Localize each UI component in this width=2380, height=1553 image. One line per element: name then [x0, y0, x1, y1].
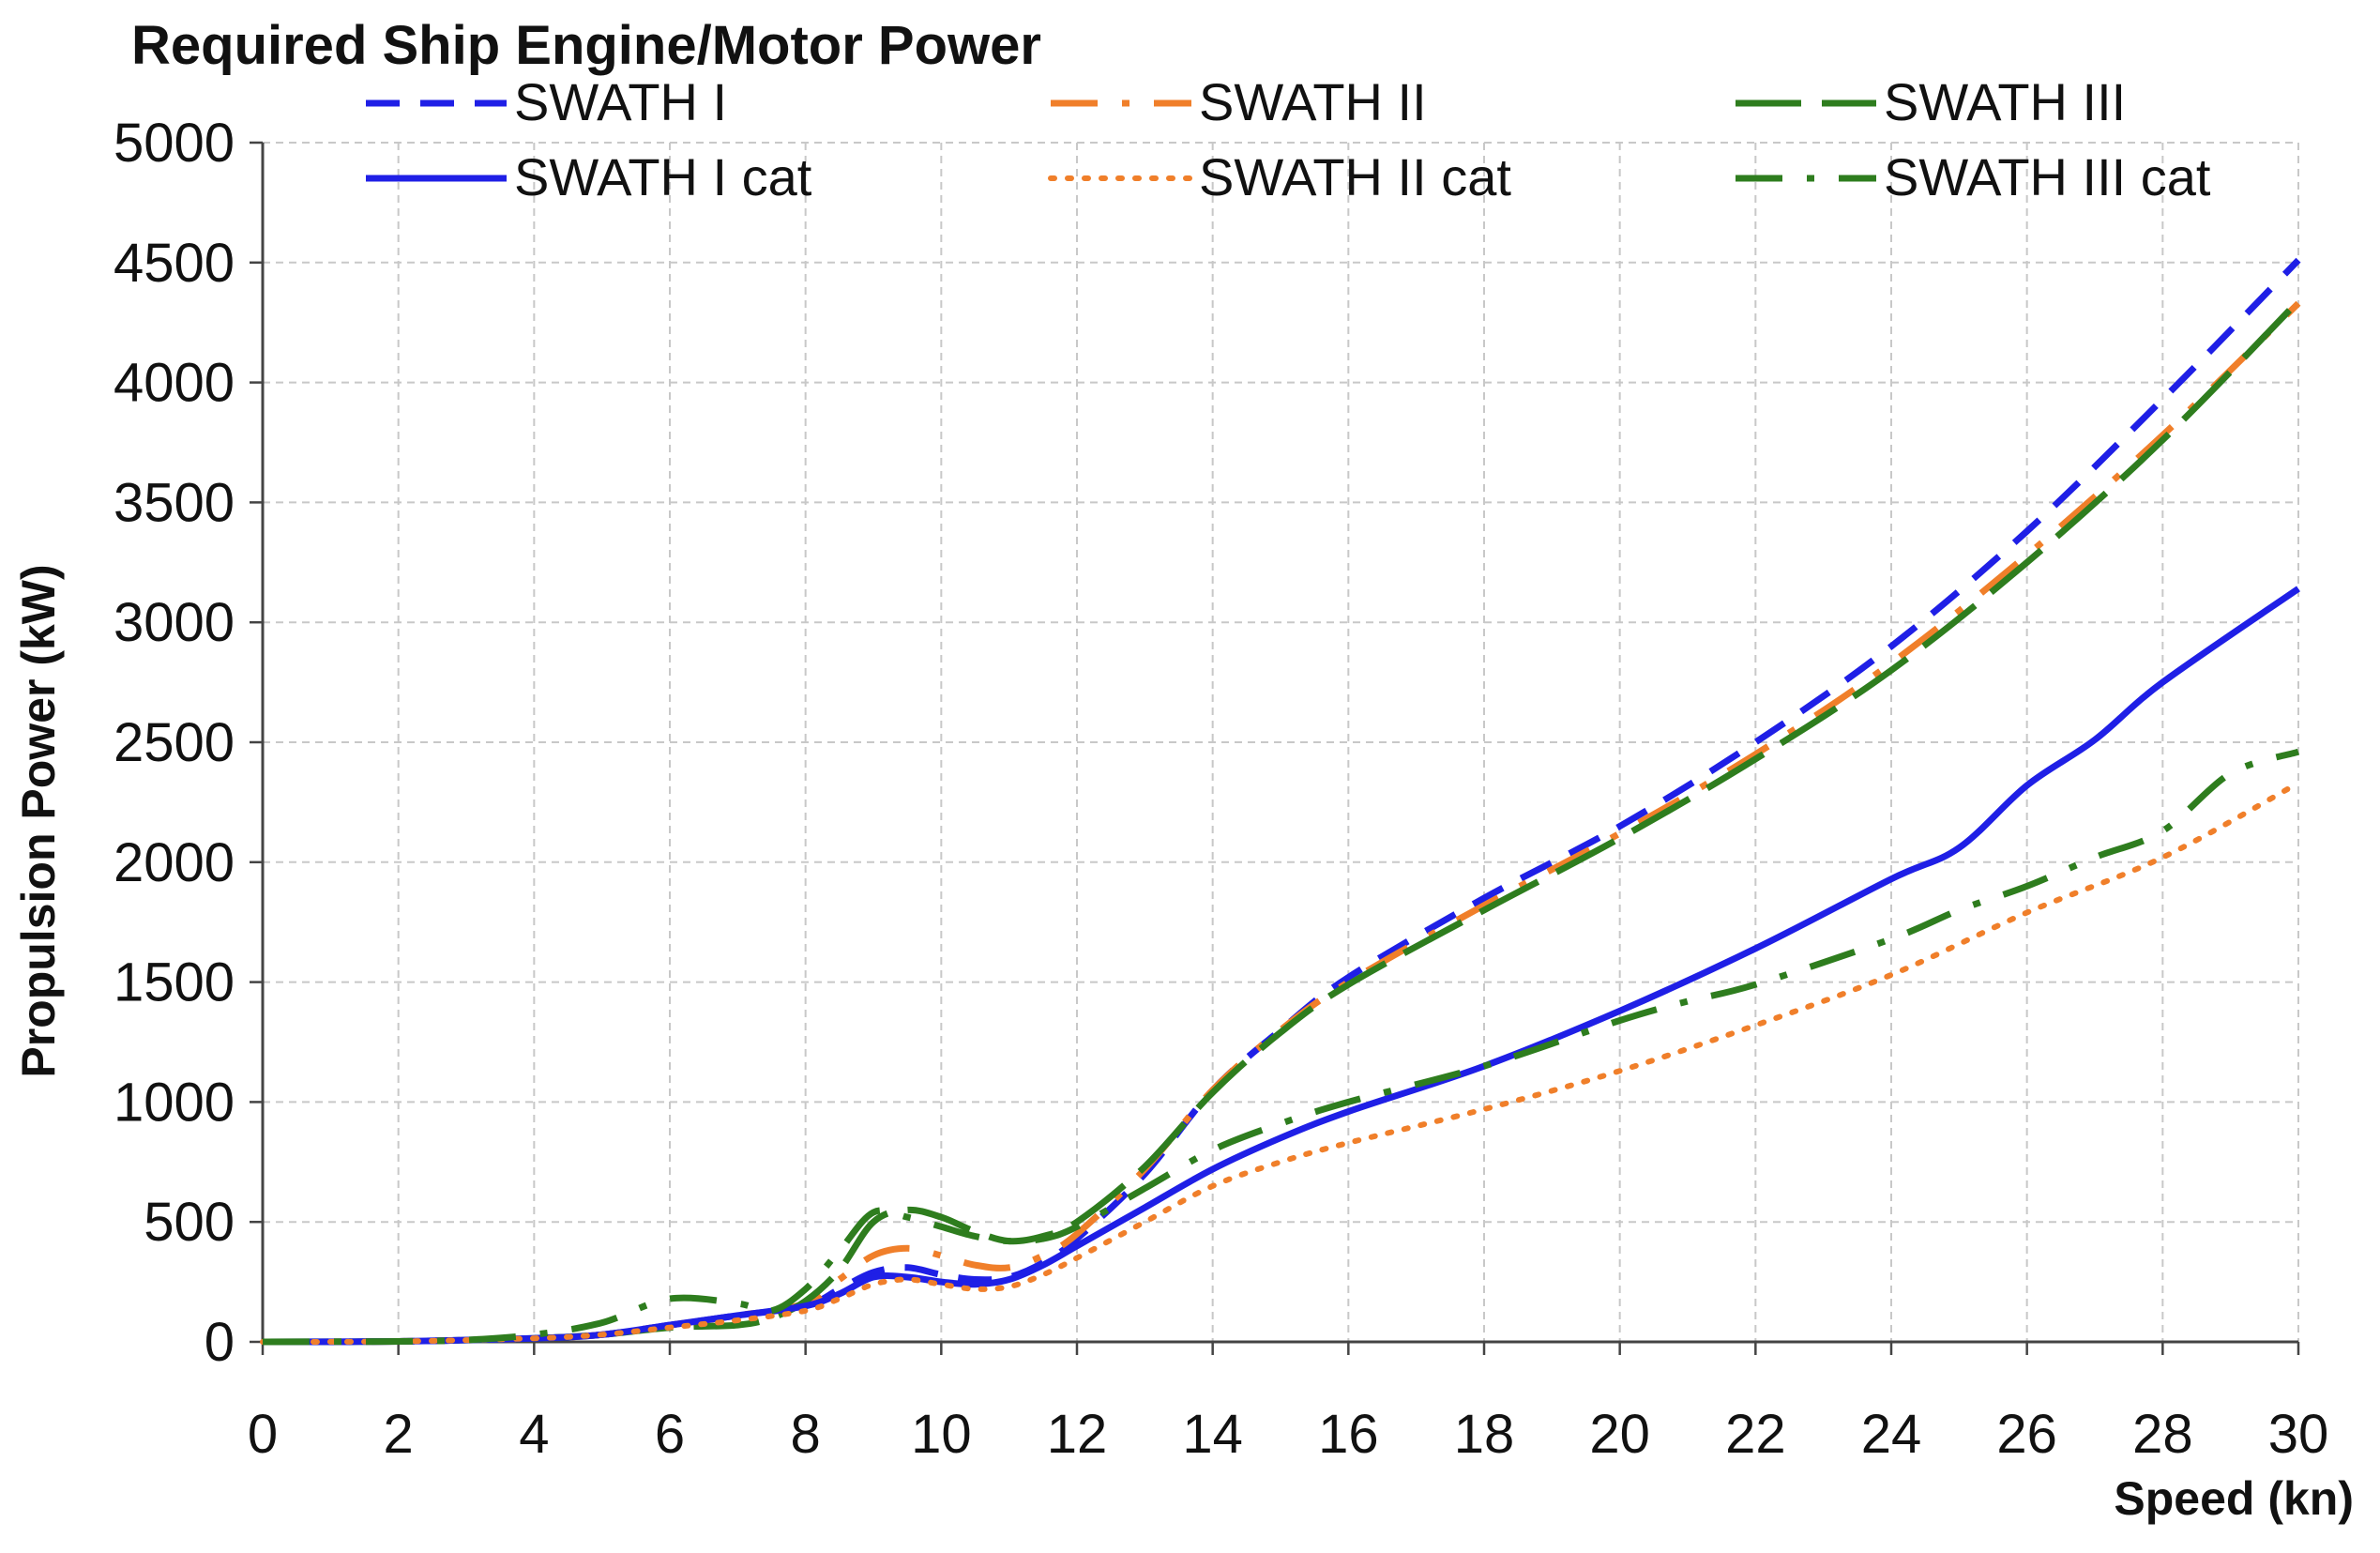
y-tick-label: 4500 [114, 233, 235, 294]
y-tick-label: 3500 [114, 472, 235, 533]
axes [250, 141, 2300, 1355]
tick-labels: 0 2 4 6 8 10 12 14 16 18 20 22 24 26 28 300500100015002… [114, 113, 2328, 1465]
chart-title: Required Ship Engine/Motor Power [131, 15, 1041, 76]
x-tick-label: 16 [1318, 1404, 1379, 1465]
y-tick-label: 5000 [114, 113, 235, 174]
series-line-swath-iii-cat [262, 748, 2300, 1346]
legend-label: SWATH II cat [1199, 147, 1511, 206]
y-tick-label: 500 [144, 1192, 235, 1253]
x-tick-label: 20 [1589, 1404, 1650, 1465]
series-line-swath-ii [262, 300, 2301, 1346]
y-tick-label: 0 [205, 1312, 235, 1373]
series-line-swath-i-cat [262, 586, 2300, 1346]
x-axis-label: Speed (kn) [2114, 1472, 2354, 1525]
x-tick-label: 0 [248, 1404, 278, 1465]
x-tick-label: 4 [519, 1404, 549, 1465]
x-tick-label: 26 [1996, 1404, 2057, 1465]
y-tick-label: 1500 [114, 952, 235, 1013]
series-lines [260, 257, 2301, 1346]
series-line-swath-iii [262, 298, 2301, 1346]
x-tick-label: 14 [1182, 1404, 1243, 1465]
x-tick-label: 30 [2268, 1404, 2329, 1465]
x-tick-label: 18 [1454, 1404, 1515, 1465]
x-tick-label: 12 [1047, 1404, 1108, 1465]
y-tick-label: 2000 [114, 832, 235, 893]
legend: SWATH I SWATH II SWATH III SWATH I cat SWATH… [366, 72, 2211, 206]
y-tick-label: 4000 [114, 353, 235, 414]
x-tick-label: 8 [791, 1404, 821, 1465]
legend-label: SWATH III [1884, 72, 2126, 131]
x-tick-label: 2 [384, 1404, 414, 1465]
legend-label: SWATH III cat [1884, 147, 2211, 206]
y-axis-label: Propulsion Power (kW) [12, 564, 65, 1077]
y-tick-label: 3000 [114, 592, 235, 653]
x-tick-label: 22 [1725, 1404, 1786, 1465]
y-tick-label: 1000 [114, 1072, 235, 1133]
x-tick-label: 10 [911, 1404, 972, 1465]
legend-label: SWATH I cat [514, 147, 812, 206]
x-tick-label: 24 [1861, 1404, 1922, 1465]
legend-label: SWATH II [1199, 72, 1427, 131]
legend-label: SWATH I [514, 72, 727, 131]
x-tick-label: 6 [655, 1404, 685, 1465]
x-tick-label: 28 [2132, 1404, 2193, 1465]
y-tick-label: 2500 [114, 712, 235, 773]
series-line-swath-ii-cat [260, 780, 2301, 1345]
